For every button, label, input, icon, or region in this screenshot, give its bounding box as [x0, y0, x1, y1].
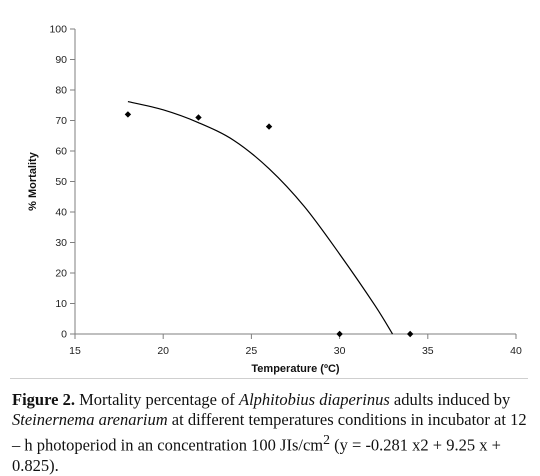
caption-species-1: Alphitobius diaperinus [238, 390, 390, 409]
y-tick-label: 90 [55, 54, 67, 66]
caption-superscript: 2 [323, 432, 331, 447]
caption-text-2: adults induced by [389, 390, 511, 409]
data-point [195, 114, 202, 121]
x-axis-title: Temperature (ºC) [251, 363, 339, 375]
y-axis-title: % Mortality [27, 151, 39, 211]
caption-species-2: Steinernema arenarium [12, 410, 168, 429]
y-tick-label: 60 [55, 146, 67, 158]
y-tick-label: 40 [55, 207, 67, 219]
data-point [124, 111, 132, 118]
x-tick-label: 25 [246, 345, 258, 357]
caption-text-1: Mortality percentage of [74, 390, 239, 409]
x-tick-label: 15 [69, 345, 81, 357]
y-tick-label: 20 [55, 268, 67, 280]
x-tick-label: 35 [422, 345, 434, 357]
y-tick-label: 100 [49, 24, 67, 36]
y-tick-label: 50 [55, 176, 67, 188]
x-tick-label: 40 [510, 345, 522, 357]
x-tick-label: 30 [334, 345, 346, 357]
figure-caption: Figure 2. Mortality percentage of Alphit… [12, 390, 530, 476]
data-point [336, 330, 343, 338]
y-tick-label: 0 [61, 329, 67, 341]
y-tick-label: 80 [55, 85, 67, 97]
data-points [124, 111, 414, 338]
y-tick-label: 10 [55, 298, 67, 310]
y-tick-label: 30 [55, 237, 67, 249]
axes [70, 28, 517, 339]
caption-text-4: (y = -0.281 x2 + 9.25 x + 0.825). [12, 435, 501, 475]
x-tick-label: 20 [157, 345, 169, 357]
caption-divider [10, 378, 528, 379]
tick-labels: 0 10 20 30 40 50 60 70 80 90 100 15 20 25 30 35 40 [49, 24, 522, 358]
mortality-chart: 0 10 20 30 40 50 60 70 80 90 100 15 20 25 30 35 40 Tempe… [27, 24, 522, 376]
data-point [265, 123, 273, 130]
data-point [406, 330, 414, 338]
y-tick-label: 70 [55, 115, 67, 127]
caption-label: Figure 2. [12, 390, 75, 409]
caption-text-3: at different temperatures conditions in … [12, 410, 527, 455]
fitted-curve [127, 101, 394, 335]
